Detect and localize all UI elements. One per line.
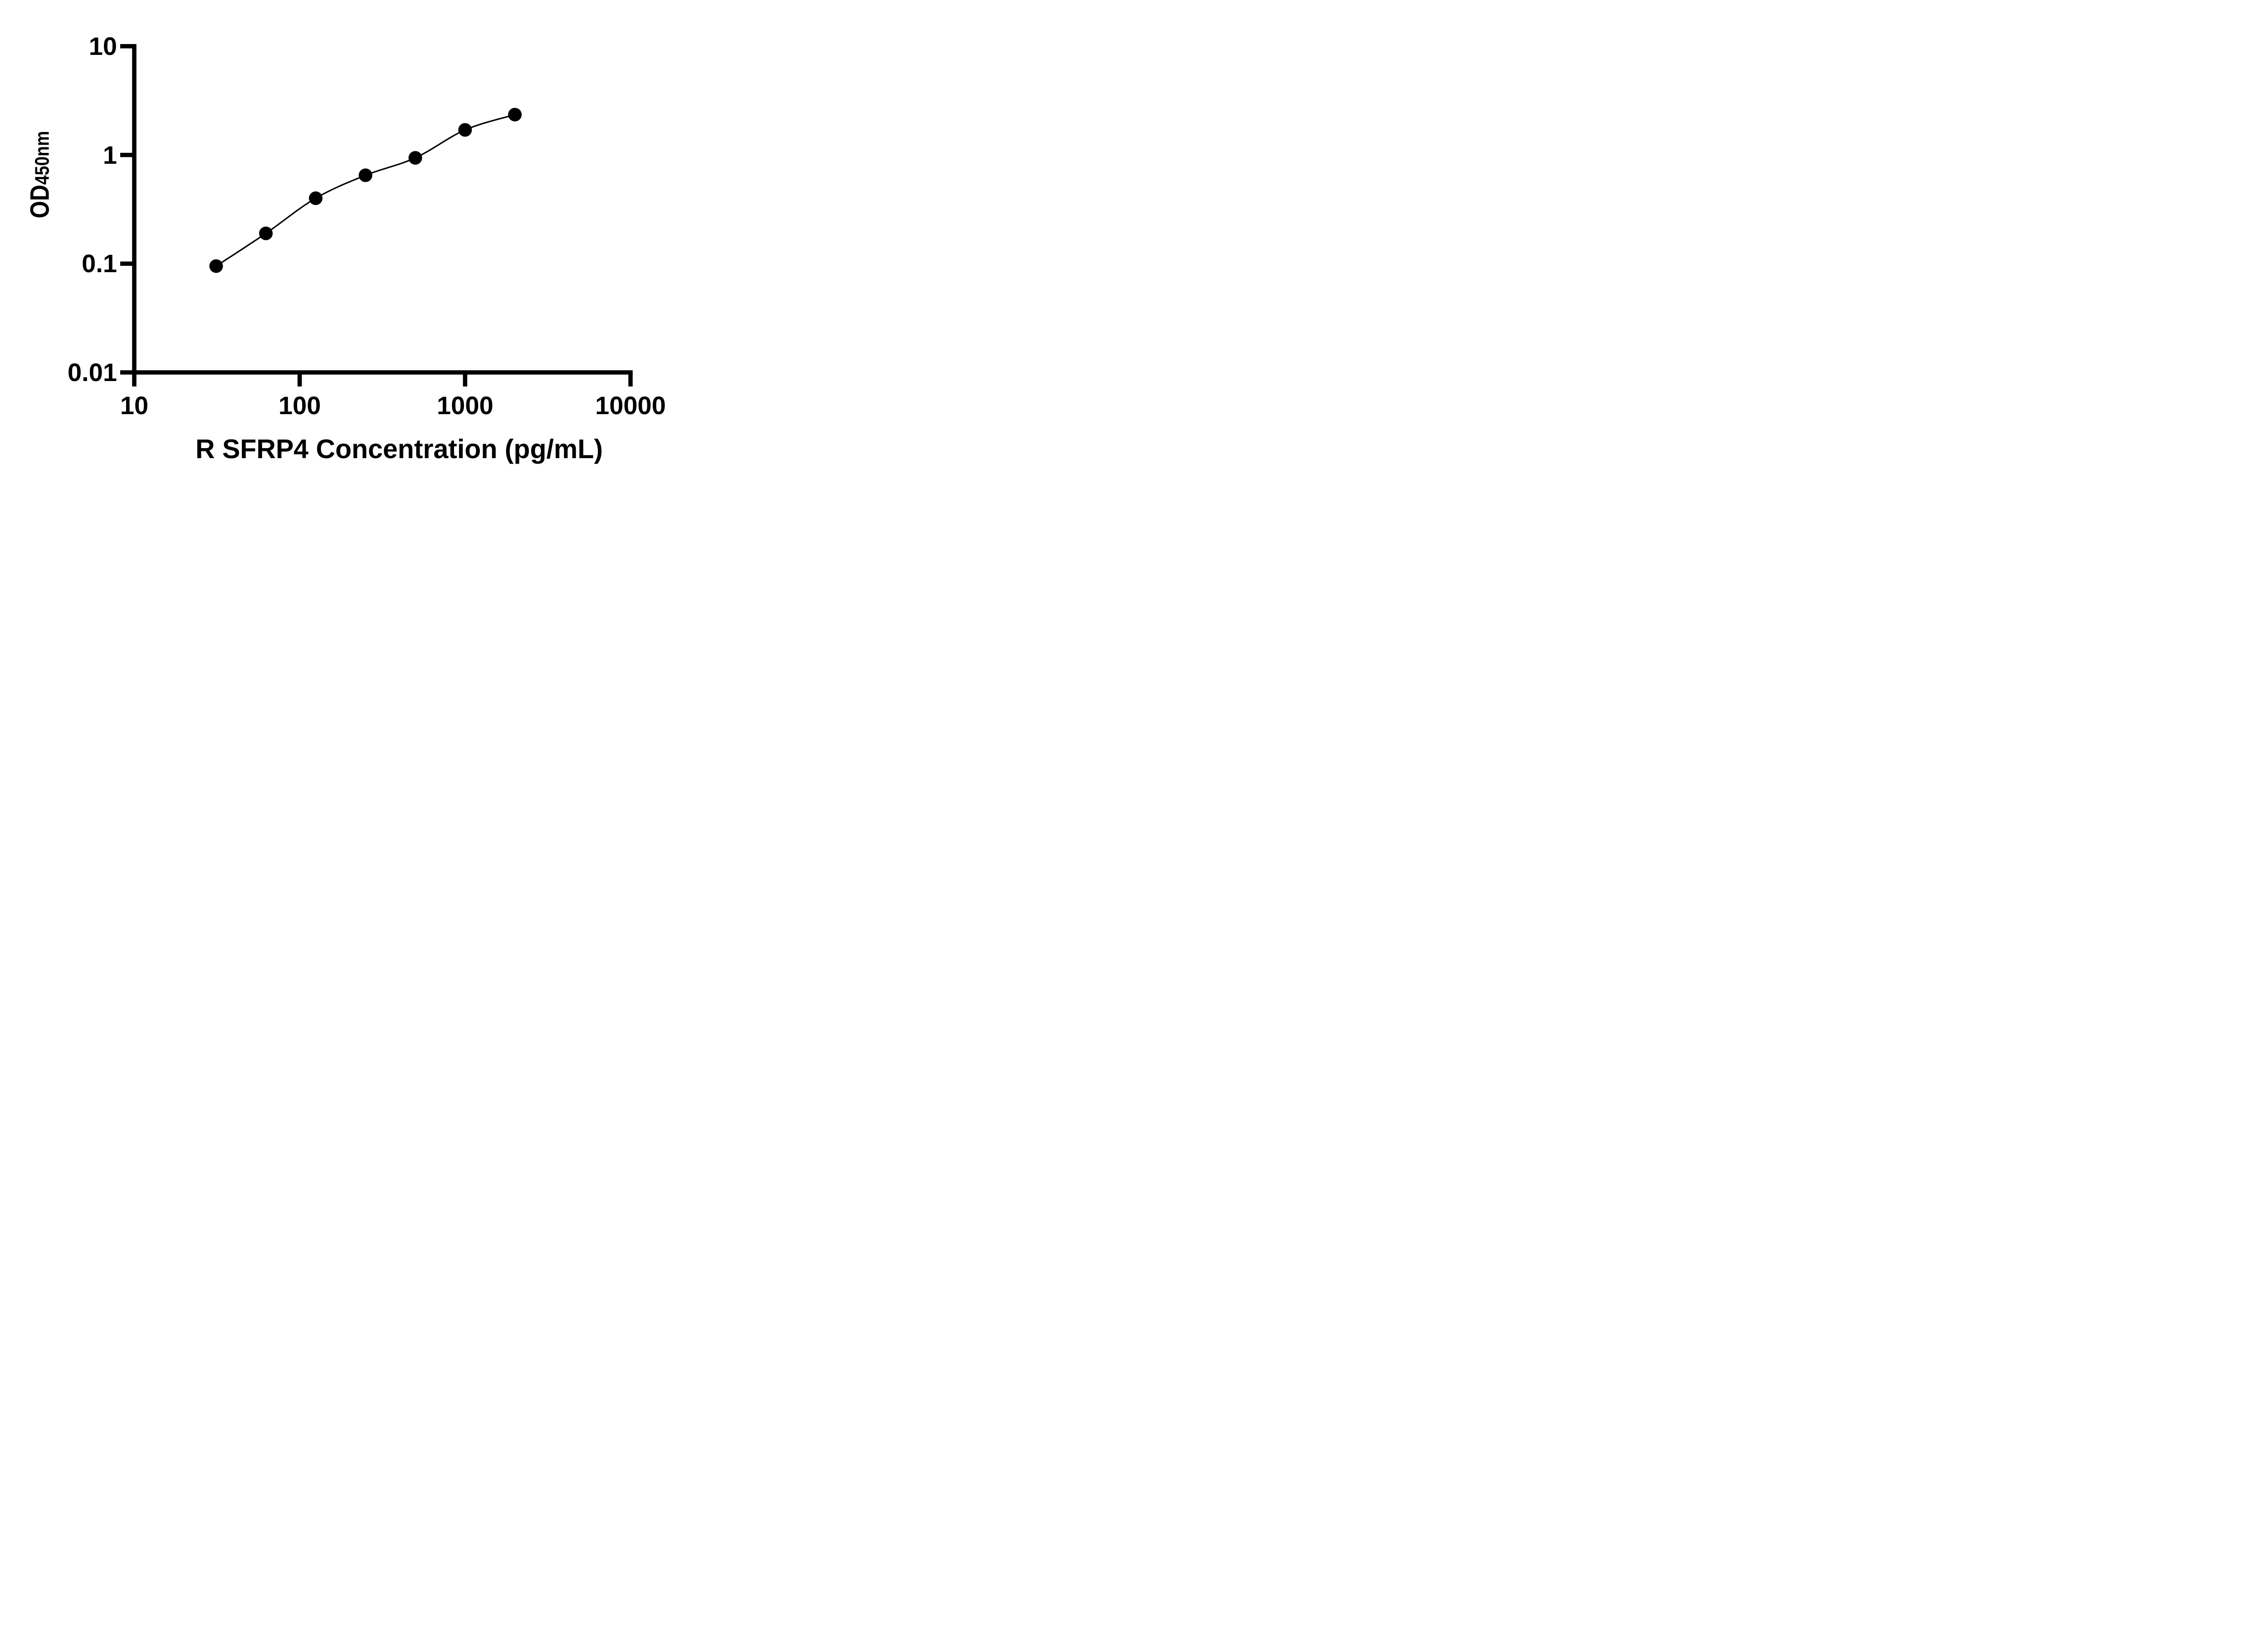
y-axis-tick-label: 10 <box>88 31 117 60</box>
standard-curve-line <box>215 114 515 267</box>
x-axis-tick-label: 1000 <box>437 391 494 420</box>
data-point <box>458 123 472 137</box>
standard-curve-plot <box>120 44 633 386</box>
y-axis-tick-label: 1 <box>103 140 117 169</box>
x-axis-title: R SFRP4 Concentration (pg/mL) <box>195 434 603 464</box>
y-axis-title-main: OD <box>25 185 55 219</box>
x-axis-tick-label: 10000 <box>595 391 666 420</box>
data-point <box>358 168 372 182</box>
y-axis-tick-label: 0.1 <box>82 249 117 278</box>
data-point <box>209 259 223 273</box>
x-axis-tick-label: 100 <box>278 391 321 420</box>
standard-curve-figure: OD450nm R SFRP4 Concentration (pg/mL) 10… <box>0 0 699 490</box>
data-point <box>309 191 323 205</box>
x-axis-tick-label: 10 <box>120 391 149 420</box>
y-axis-tick-label: 0.01 <box>68 358 117 386</box>
data-point <box>408 151 422 165</box>
data-point <box>259 226 273 240</box>
data-point <box>508 108 522 122</box>
